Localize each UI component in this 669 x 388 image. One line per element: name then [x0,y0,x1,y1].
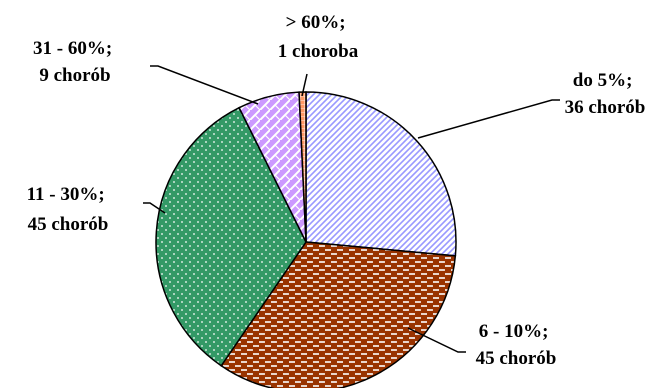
leader-line-31-60 [150,65,259,105]
leader-line-6-10 [407,327,466,353]
pie-slice-0 [305,91,457,257]
pie-slice-1 [220,241,457,388]
label-do-5: do 5%; 36 chorób [565,70,646,118]
pie-slice-2 [155,106,307,367]
pie-slices [155,91,457,388]
label-6-10: 6 - 10%; 45 chorób [476,321,557,369]
leader-lines [143,65,560,353]
label-11-30: 11 - 30%; 45 chorób [27,184,110,235]
label-31-60: 31 - 60%; 9 chorób [33,38,117,86]
leader-line-11-30 [143,202,166,214]
leader-line-do-5 [417,99,560,139]
data-labels: do 5%; 36 chorób 6 - 10%; 45 chorób 11 -… [27,12,646,369]
leader-line-gt-60 [301,73,308,97]
label-gt-60: > 60%; 1 choroba [278,12,359,62]
